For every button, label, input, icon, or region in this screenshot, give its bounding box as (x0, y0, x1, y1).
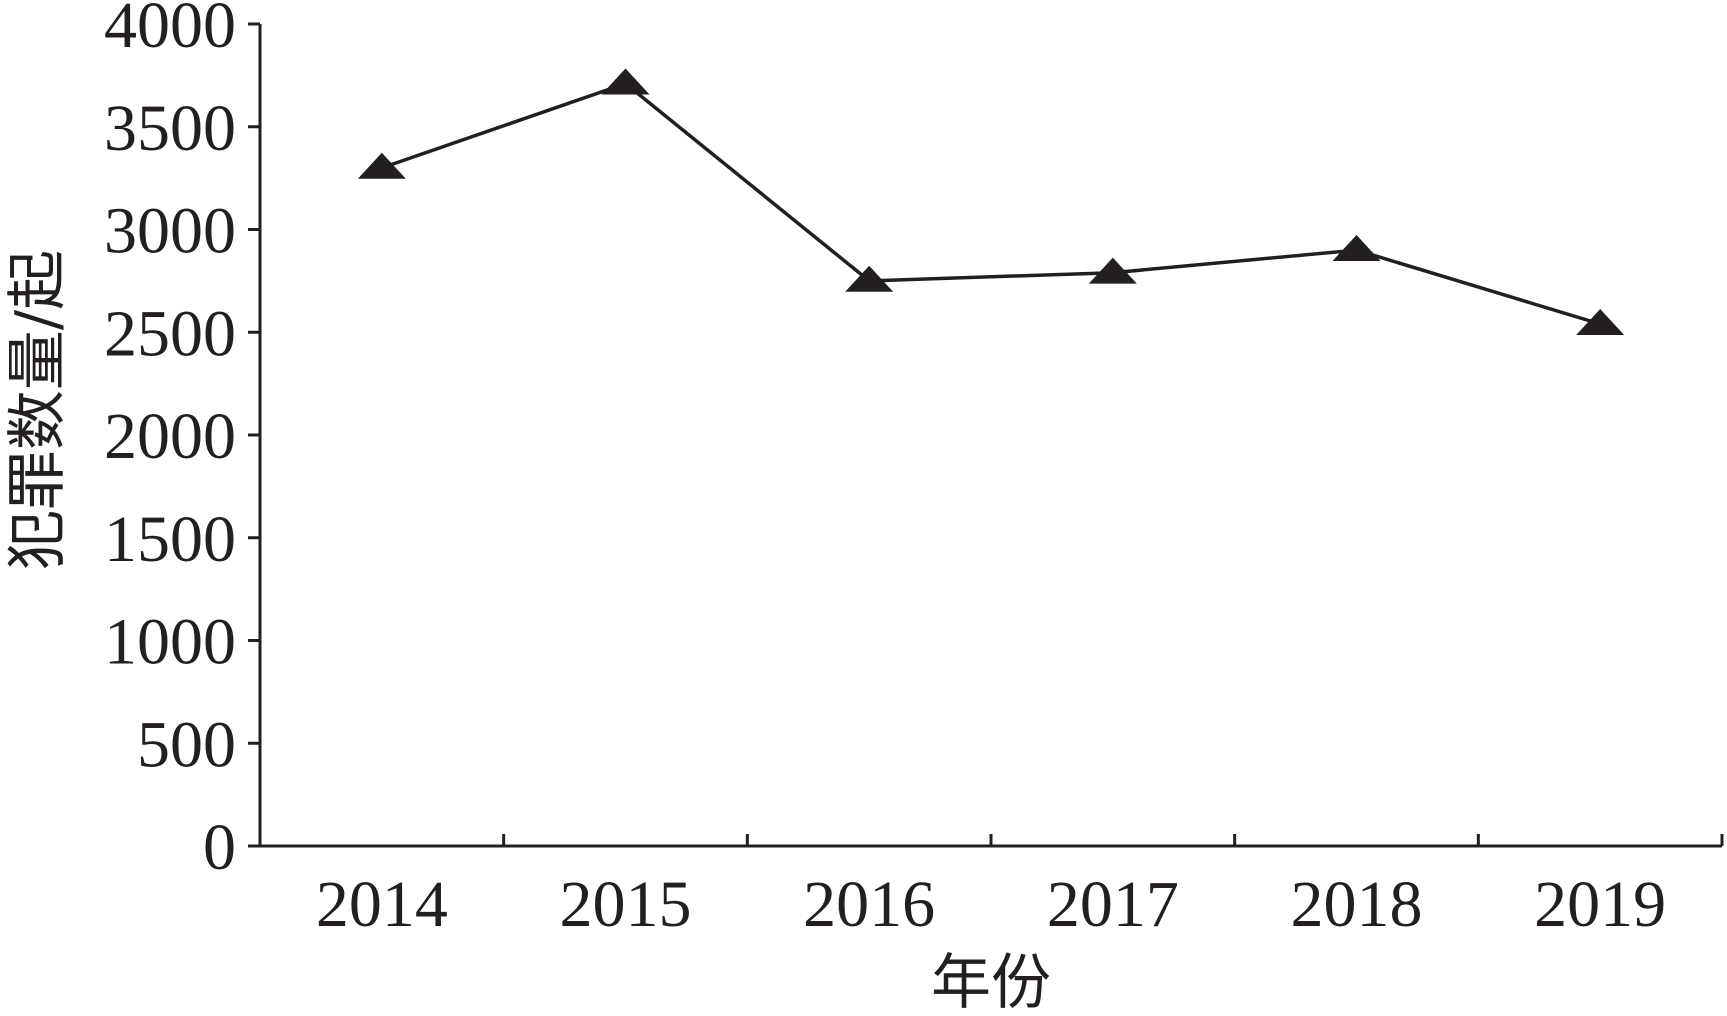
data-point-triangle (357, 152, 406, 179)
y-axis-title: 犯罪数量/起 (3, 250, 73, 570)
y-tick-label: 3000 (104, 195, 236, 268)
data-point-triangle (1088, 257, 1137, 284)
data-point-triangle (1332, 234, 1381, 261)
x-tick-label: 2015 (560, 868, 692, 941)
y-tick-label: 500 (137, 708, 236, 781)
series-group (357, 68, 1625, 335)
x-tick-label: 2016 (803, 868, 935, 941)
y-axis: 0 500 1000 1500 2000 2500 3000 3500 4000 (104, 0, 262, 884)
x-axis-title: 年份 (931, 948, 1051, 1016)
series-line (381, 81, 1601, 326)
x-tick-label: 2014 (316, 868, 448, 941)
data-point-triangle (601, 68, 650, 95)
x-tick-label: 2019 (1534, 868, 1666, 941)
x-tick-label: 2018 (1291, 868, 1423, 941)
y-tick-label: 2500 (104, 297, 236, 370)
data-point-triangle (1576, 308, 1625, 335)
y-tick-label: 0 (203, 811, 236, 884)
data-point-triangle (845, 265, 894, 292)
y-tick-label: 1000 (104, 606, 236, 679)
y-tick-label: 2000 (104, 400, 236, 473)
x-tick-label: 2017 (1047, 868, 1179, 941)
x-axis: 2014 2015 2016 2017 2018 2019 (259, 834, 1724, 941)
y-tick-label: 4000 (104, 0, 236, 62)
y-tick-label: 1500 (104, 503, 236, 576)
y-tick-label: 3500 (104, 92, 236, 165)
